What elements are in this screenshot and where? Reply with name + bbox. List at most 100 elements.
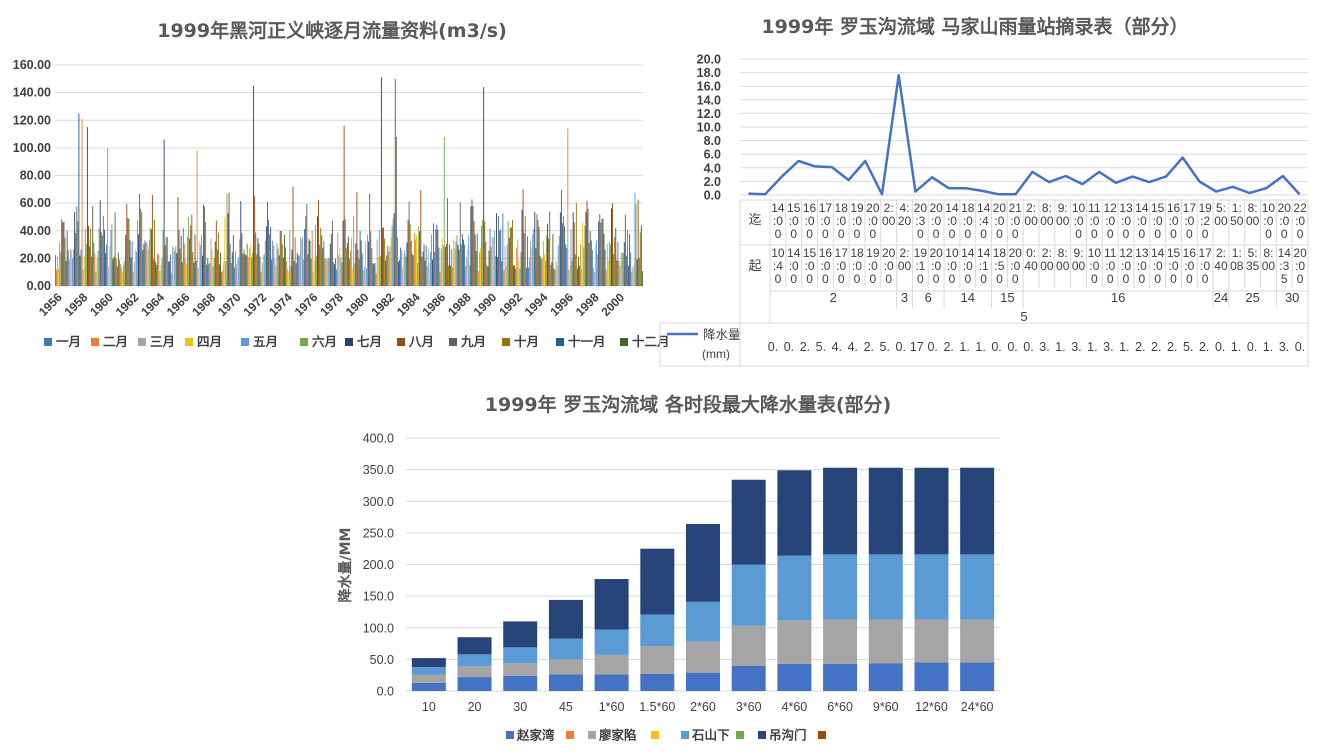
chart2-start-time: 0 — [1297, 272, 1304, 286]
chart2-end-time: :0 — [1184, 214, 1194, 228]
chart2-end-time: 0 — [949, 227, 956, 241]
chart1-gridlines — [55, 64, 643, 287]
chart1-bar — [199, 245, 201, 286]
chart1-bar — [510, 227, 512, 286]
chart1-bar — [107, 147, 109, 286]
chart2-series — [748, 74, 1301, 196]
chart1-bar — [291, 249, 293, 286]
chart2-end-time: 0 — [1075, 227, 1082, 241]
chart1-bar — [617, 242, 619, 286]
chart3-bars — [411, 467, 995, 691]
chart1-bar — [594, 271, 595, 286]
chart2-start-time: :0 — [1137, 259, 1147, 273]
chart1-bar — [428, 263, 430, 286]
chart2-value-label: 2. — [1151, 340, 1161, 354]
chart3-x-tick-label: 30 — [513, 700, 527, 714]
chart2-value-label: 2. — [1135, 340, 1145, 354]
chart3-bar-segment — [548, 599, 583, 639]
chart1-bar — [225, 261, 227, 286]
chart1-bar — [305, 216, 307, 286]
chart1-bar — [101, 235, 103, 286]
chart1-bar — [130, 257, 132, 286]
chart1-bar — [586, 200, 588, 286]
chart1-bar — [364, 241, 366, 286]
chart2-end-time: :0 — [1263, 214, 1273, 228]
chart1-bar — [324, 258, 326, 286]
chart1-bar — [485, 241, 487, 286]
chart1-bar — [308, 238, 310, 286]
chart1-bar — [279, 230, 281, 286]
chart1-bar — [438, 247, 440, 286]
chart1-legend-swatch — [138, 338, 146, 346]
chart1-bar — [456, 235, 458, 286]
chart1-bar — [417, 263, 419, 286]
chart1-bar — [175, 246, 177, 286]
chart1-bar — [249, 244, 251, 286]
chart1-x-tick-label: 1998 — [573, 290, 602, 319]
chart1-bar — [166, 237, 168, 286]
chart1-bar — [507, 220, 509, 286]
chart1-bar — [323, 240, 325, 286]
chart1-bar — [398, 261, 399, 286]
chart2-value-label: 4. — [832, 340, 842, 354]
chart3-bar-segment — [640, 614, 675, 647]
chart1-bar — [421, 256, 423, 286]
chart1-bar — [350, 250, 351, 286]
chart1-bar — [320, 227, 322, 286]
chart3-bar-segment — [868, 554, 903, 620]
chart1-bar — [198, 241, 200, 286]
chart1-legend-swatch — [502, 338, 510, 346]
chart1-bar — [284, 234, 285, 286]
chart1-bar — [588, 242, 590, 286]
chart1-legend-label: 四月 — [197, 335, 222, 349]
chart1-bar — [404, 249, 406, 286]
chart1-x-tick-label: 1988 — [445, 290, 474, 319]
chart2-value-label: 5. — [816, 340, 826, 354]
chart1-y-tick-label: 100.00 — [13, 141, 51, 155]
chart2-end-time: 16 — [1167, 201, 1181, 215]
chart1-bar — [328, 258, 330, 286]
chart1-bar — [366, 268, 367, 286]
chart1-bar — [94, 253, 96, 286]
chart1-bar — [600, 222, 602, 286]
chart1-bar — [386, 255, 388, 286]
chart1-y-tick-label: 120.00 — [13, 113, 51, 127]
chart1-x-tick-label: 1956 — [36, 290, 65, 319]
chart1-bar — [178, 229, 180, 286]
chart1-bar — [256, 254, 258, 286]
chart3-bar-segment — [686, 524, 720, 602]
chart1-bar — [498, 215, 500, 286]
chart2-value-label: 2. — [800, 340, 810, 354]
chart1-bar — [546, 235, 547, 286]
chart1-bar — [129, 240, 131, 286]
chart1-bar — [585, 212, 587, 286]
chart1-bar — [58, 268, 60, 286]
chart3-y-tick-label: 50.0 — [370, 653, 394, 667]
chart1-bar — [482, 219, 484, 286]
chart1-bar — [310, 258, 312, 286]
chart2-end-time: :0 — [868, 214, 878, 228]
chart1-bar — [540, 259, 542, 286]
chart1-bar — [247, 257, 249, 286]
chart3-x-tick-label: 20 — [468, 700, 482, 714]
chart2-value-label: 1. — [1231, 340, 1241, 354]
chart1-bar — [550, 265, 552, 286]
chart1-bar — [361, 253, 363, 286]
chart3-bar-segment — [548, 638, 583, 660]
chart2-end-time: :0 — [931, 214, 941, 228]
chart3-x-tick-label: 6*60 — [827, 700, 853, 714]
chart2-end-time: 19 — [1198, 201, 1212, 215]
chart1-y-tick-label: 40.00 — [20, 224, 51, 238]
chart1-bar — [566, 247, 568, 286]
chart1-bar — [582, 222, 584, 286]
chart3-bar-segment — [411, 666, 446, 675]
chart1-bar — [286, 260, 288, 286]
chart2-end-time: :0 — [947, 214, 957, 228]
chart1-bar — [322, 248, 324, 286]
chart1-bar — [98, 228, 100, 286]
chart2-end-time: 2: — [884, 201, 894, 215]
chart2-end-time: 0 — [1170, 227, 1177, 241]
chart1-bar — [355, 243, 357, 286]
chart1-bar — [200, 235, 202, 286]
chart1-bar — [313, 260, 315, 286]
